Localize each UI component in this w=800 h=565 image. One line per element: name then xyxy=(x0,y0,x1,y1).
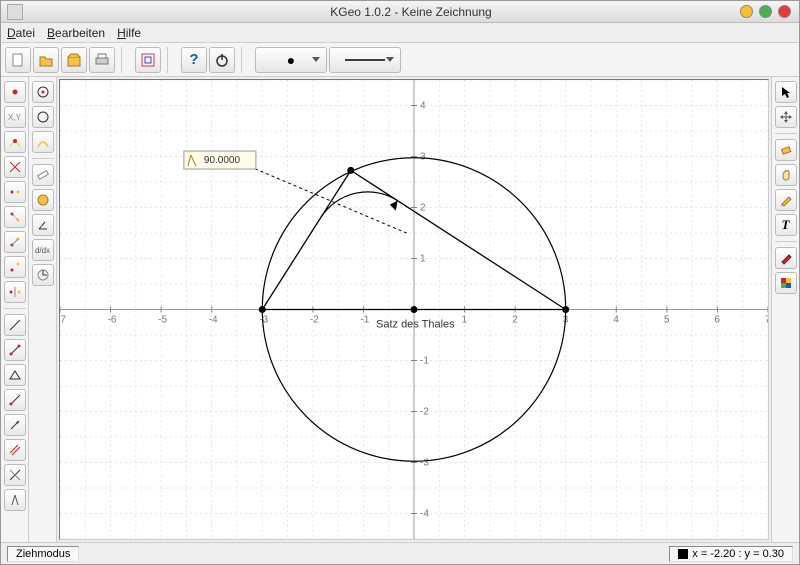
svg-text:90.0000: 90.0000 xyxy=(204,155,241,166)
tool-translate[interactable] xyxy=(4,231,26,253)
fullscreen-button[interactable] xyxy=(135,47,161,73)
status-coords: x = -2.20 : y = 0.30 xyxy=(669,546,793,562)
tool-intersection[interactable] xyxy=(4,156,26,178)
svg-text:7: 7 xyxy=(765,315,768,326)
maximize-button[interactable] xyxy=(759,5,772,18)
status-mode: Ziehmodus xyxy=(7,546,79,562)
menu-file[interactable]: Datei xyxy=(7,26,35,40)
app-icon xyxy=(7,4,23,20)
svg-text:-6: -6 xyxy=(108,315,117,326)
help-button[interactable]: ? xyxy=(181,47,207,73)
separator xyxy=(4,308,26,309)
minimize-button[interactable] xyxy=(740,5,753,18)
tool-point[interactable] xyxy=(4,81,26,103)
svg-text:6: 6 xyxy=(714,315,720,326)
separator xyxy=(241,47,249,73)
tool-line[interactable] xyxy=(4,314,26,336)
tool-angle[interactable] xyxy=(32,214,54,236)
tool-text[interactable]: T xyxy=(775,214,797,236)
separator xyxy=(775,133,797,134)
tool-color[interactable] xyxy=(775,272,797,294)
svg-text:2: 2 xyxy=(420,203,426,214)
svg-text:3: 3 xyxy=(420,152,426,163)
tool-parallel[interactable] xyxy=(4,439,26,461)
separator xyxy=(775,241,797,242)
tool-triangle[interactable] xyxy=(4,364,26,386)
svg-text:Satz des Thales: Satz des Thales xyxy=(376,318,455,330)
tool-perpendicular[interactable] xyxy=(4,464,26,486)
tool-reflect[interactable] xyxy=(4,181,26,203)
main-toolbar: ? ● xyxy=(1,43,799,77)
save-button[interactable] xyxy=(61,47,87,73)
tool-vector[interactable] xyxy=(4,414,26,436)
tool-pencil[interactable] xyxy=(775,189,797,211)
svg-text:-4: -4 xyxy=(209,315,218,326)
menu-help[interactable]: Hilfe xyxy=(117,26,141,40)
line-style-select[interactable] xyxy=(329,47,401,73)
print-button[interactable] xyxy=(89,47,115,73)
body: X,Y d/dx xyxy=(1,77,799,542)
svg-text:-3: -3 xyxy=(420,458,429,469)
tool-pointer[interactable] xyxy=(775,81,797,103)
geometry-canvas[interactable]: -7-6-5-4-3-2-11234567-4-3-2-1123490.0000… xyxy=(60,80,768,539)
tool-point-on-curve[interactable] xyxy=(4,131,26,153)
svg-text:1: 1 xyxy=(462,315,468,326)
tool-arc[interactable] xyxy=(32,131,54,153)
separator xyxy=(167,47,175,73)
point-style-select[interactable]: ● xyxy=(255,47,327,73)
svg-text:-1: -1 xyxy=(360,315,369,326)
svg-text:-3: -3 xyxy=(259,315,268,326)
window-controls xyxy=(740,5,791,18)
window-title: KGeo 1.0.2 - Keine Zeichnung xyxy=(23,5,799,19)
separator xyxy=(32,158,54,159)
tool-move[interactable] xyxy=(775,106,797,128)
svg-text:1: 1 xyxy=(420,254,426,265)
new-button[interactable] xyxy=(5,47,31,73)
menubar: Datei Bearbeiten Hilfe xyxy=(1,23,799,43)
svg-text:5: 5 xyxy=(664,315,670,326)
tool-paint[interactable] xyxy=(775,247,797,269)
tool-segment[interactable] xyxy=(4,339,26,361)
tool-compass[interactable] xyxy=(4,489,26,511)
tool-mirror[interactable] xyxy=(4,281,26,303)
right-toolbar: T xyxy=(771,77,799,542)
status-indicator-icon xyxy=(678,549,688,559)
left-toolbar-2: d/dx xyxy=(29,77,57,542)
menu-edit[interactable]: Bearbeiten xyxy=(47,26,105,40)
tool-circle[interactable] xyxy=(32,81,54,103)
tool-slope[interactable]: d/dx xyxy=(32,239,54,261)
left-toolbar-1: X,Y xyxy=(1,77,29,542)
app-window: KGeo 1.0.2 - Keine Zeichnung Datei Bearb… xyxy=(0,0,800,565)
canvas-area[interactable]: -7-6-5-4-3-2-11234567-4-3-2-1123490.0000… xyxy=(59,79,769,540)
close-button[interactable] xyxy=(778,5,791,18)
open-button[interactable] xyxy=(33,47,59,73)
svg-text:-1: -1 xyxy=(420,356,429,367)
tool-dilate[interactable] xyxy=(4,256,26,278)
tool-eraser[interactable] xyxy=(775,139,797,161)
tool-circle-3pt[interactable] xyxy=(32,106,54,128)
statusbar: Ziehmodus x = -2.20 : y = 0.30 xyxy=(1,542,799,564)
tool-ray[interactable] xyxy=(4,389,26,411)
tool-rotate[interactable] xyxy=(4,206,26,228)
separator xyxy=(121,47,129,73)
tool-circle-fill[interactable] xyxy=(32,189,54,211)
power-button[interactable] xyxy=(209,47,235,73)
tool-coord-point[interactable]: X,Y xyxy=(4,106,26,128)
tool-hand[interactable] xyxy=(775,164,797,186)
svg-text:4: 4 xyxy=(613,315,619,326)
svg-text:-2: -2 xyxy=(420,407,429,418)
tool-ruler[interactable] xyxy=(32,164,54,186)
svg-text:-7: -7 xyxy=(60,315,66,326)
svg-text:2: 2 xyxy=(512,315,518,326)
svg-text:-2: -2 xyxy=(310,315,319,326)
svg-text:4: 4 xyxy=(420,101,426,112)
titlebar: KGeo 1.0.2 - Keine Zeichnung xyxy=(1,1,799,23)
svg-text:-4: -4 xyxy=(420,509,429,520)
tool-trace[interactable] xyxy=(32,264,54,286)
svg-text:-5: -5 xyxy=(158,315,167,326)
